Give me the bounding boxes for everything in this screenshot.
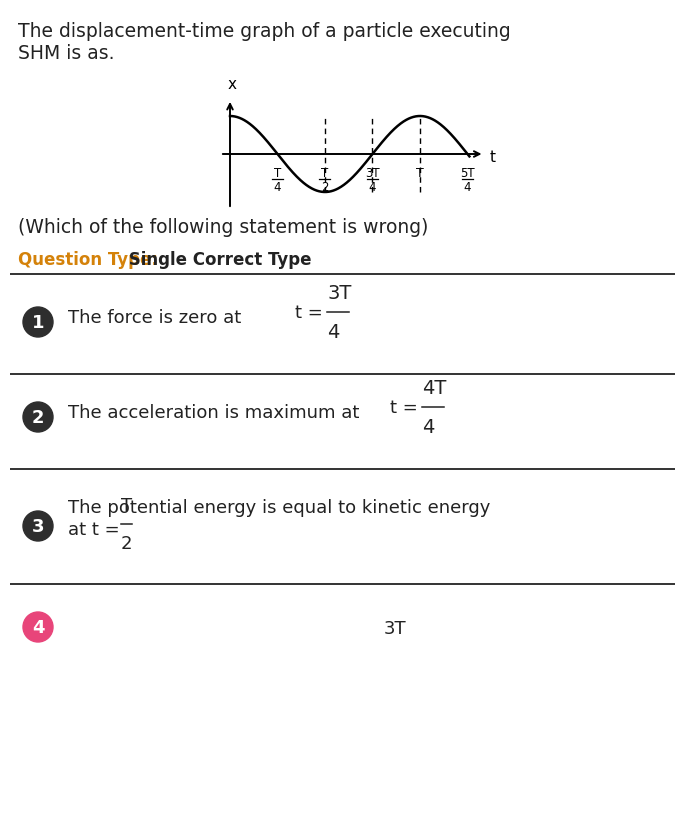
Text: 4: 4 <box>327 323 340 342</box>
Text: Single Correct Type: Single Correct Type <box>123 251 312 268</box>
Text: The displacement-time graph of a particle executing: The displacement-time graph of a particl… <box>18 22 511 41</box>
Circle shape <box>23 308 53 338</box>
Text: 2: 2 <box>32 409 45 426</box>
Text: 2: 2 <box>121 534 132 553</box>
Text: T: T <box>416 167 424 180</box>
Text: SHM is as.: SHM is as. <box>18 44 114 63</box>
Circle shape <box>23 512 53 542</box>
Text: Question Type:: Question Type: <box>18 251 158 268</box>
Text: 2: 2 <box>321 181 329 194</box>
Text: 3T: 3T <box>365 167 379 180</box>
Text: 3T: 3T <box>384 619 406 637</box>
Text: 3: 3 <box>32 517 45 535</box>
Circle shape <box>23 612 53 642</box>
Text: t: t <box>489 150 495 165</box>
Text: at t =: at t = <box>68 520 125 538</box>
Text: t =: t = <box>390 399 423 416</box>
Text: x: x <box>227 77 236 92</box>
Text: 1: 1 <box>32 314 45 332</box>
Text: The potential energy is equal to kinetic energy: The potential energy is equal to kinetic… <box>68 498 490 517</box>
Text: T: T <box>121 497 132 514</box>
Text: 4T: 4T <box>422 379 447 398</box>
Text: The force is zero at: The force is zero at <box>68 308 241 327</box>
Text: 4: 4 <box>274 181 282 194</box>
Text: The acceleration is maximum at: The acceleration is maximum at <box>68 404 360 421</box>
Text: 5T: 5T <box>460 167 475 180</box>
Text: 4: 4 <box>464 181 471 194</box>
Text: t =: t = <box>295 303 329 322</box>
Text: T: T <box>321 167 329 180</box>
Text: (Which of the following statement is wrong): (Which of the following statement is wro… <box>18 217 428 237</box>
Text: 4: 4 <box>422 417 434 436</box>
Circle shape <box>23 402 53 432</box>
Text: 4: 4 <box>32 619 45 636</box>
Text: 4: 4 <box>369 181 376 194</box>
Text: T: T <box>274 167 281 180</box>
Text: 3T: 3T <box>327 283 351 303</box>
